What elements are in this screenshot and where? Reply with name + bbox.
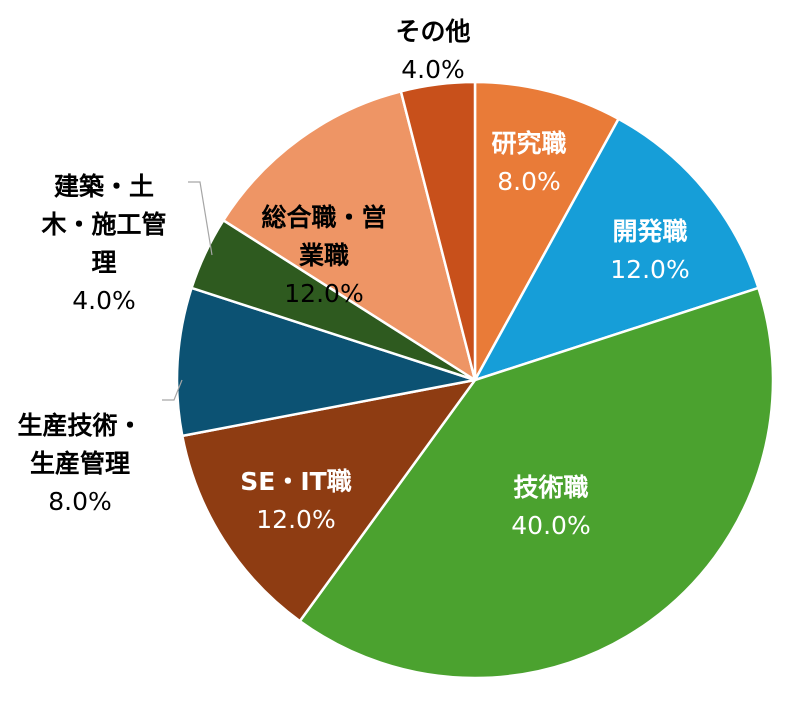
slice-label-text: 生産管理 [30,449,130,478]
slice-label-text: 生産技術・ [17,411,142,440]
pie-slice-7 [399,80,477,382]
labels-layer: 研究職8.0%開発職12.0%技術職40.0%SE・IT職12.0%生産技術・生… [17,17,689,540]
slice-label-4: 生産技術・生産管理 8.0% [17,411,142,516]
slice-label-text: SE・IT職 [240,467,351,496]
pie-slice-3 [181,378,477,623]
slice-label-text: 開発職 [612,217,687,246]
pie-slice-2 [298,286,775,680]
slice-percent-label: 8.0% [497,167,561,196]
slice-label-text: 技術職 [513,473,588,502]
pie-slice-4 [175,286,477,438]
leader-line-4 [162,379,183,401]
slice-percent-label: 4.0% [72,286,136,315]
slice-label-text: 研究職 [491,129,566,158]
slice-label-3: SE・IT職 12.0% [240,467,351,534]
slice-percent-label: 8.0% [48,487,112,516]
slices-layer [175,80,775,680]
slice-percent-label: 12.0% [256,505,335,534]
slice-label-text: 理 [91,248,116,277]
leader-lines-layer [162,181,213,401]
slice-label-text: その他 [395,17,470,46]
slice-label-text: 建築・土 [54,172,154,201]
slice-percent-label: 12.0% [610,255,689,284]
slice-label-0: 研究職 8.0% [491,129,566,196]
pie-slice-1 [473,117,760,382]
slice-label-2: 技術職 40.0% [511,473,590,540]
slice-label-7: その他 4.0% [395,17,470,84]
slice-label-text: 木・施工管 [40,210,166,239]
leader-line-5 [188,181,213,256]
slice-label-text: 総合職・営 [261,203,386,232]
pie-slice-6 [222,90,477,382]
slice-percent-label: 4.0% [401,55,465,84]
slice-label-1: 開発職 12.0% [610,217,689,284]
slice-label-6: 総合職・営業職 12.0% [261,203,386,308]
slice-percent-label: 40.0% [511,511,590,540]
slice-percent-label: 12.0% [284,279,363,308]
slice-label-text: 業職 [299,241,349,270]
pie-slice-0 [473,80,620,382]
